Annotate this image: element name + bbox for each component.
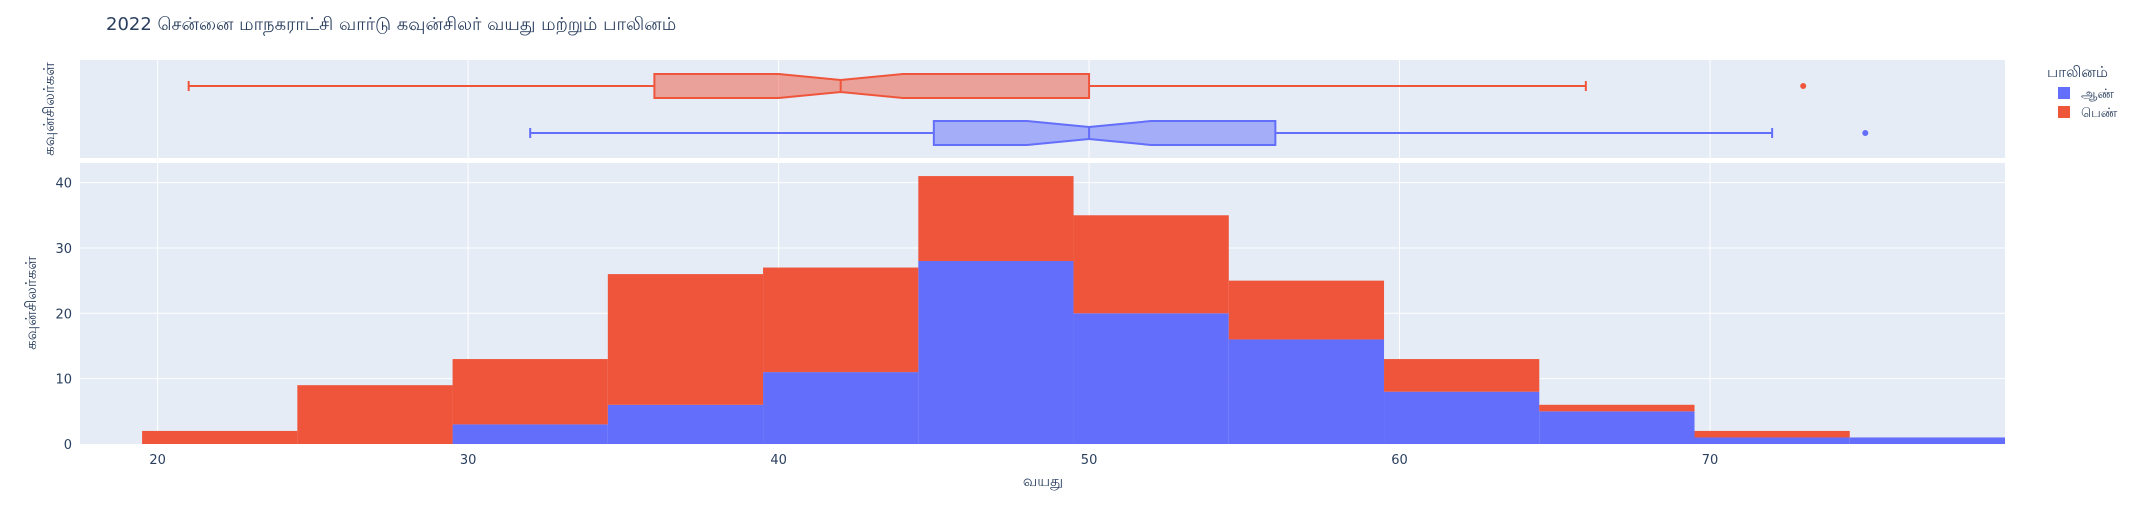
bar-male: [1073, 313, 1229, 444]
legend-item-female[interactable]: பெண்: [2058, 106, 2118, 121]
bar-female: [763, 267, 919, 373]
bar-male: [1384, 391, 1540, 444]
y-tick-label: 40: [55, 177, 72, 192]
legend-title: பாலினம்: [2047, 63, 2108, 81]
box-outlier: [1862, 130, 1869, 136]
bar-male: [607, 404, 764, 444]
bar-female: [452, 359, 608, 425]
chart-title: 2022 சென்னை மாநகராட்சி வார்டு கவுன்சிலர்…: [106, 14, 676, 36]
bar-female: [607, 274, 764, 405]
legend-label-male: ஆண்: [2081, 87, 2114, 102]
x-tick-label: 60: [1391, 453, 1408, 468]
legend: பாலினம் ஆண் பெண்: [2047, 63, 2118, 121]
histogram-panel: 0 10 20 30 40 20 30 40 50 60 70: [55, 163, 2005, 468]
bar-female: [918, 176, 1074, 262]
bar-female: [1073, 215, 1229, 314]
bar-male: [763, 372, 919, 444]
bar-male: [1228, 339, 1385, 444]
legend-label-female: பெண்: [2081, 106, 2118, 121]
y-tick-label: 0: [64, 438, 72, 453]
bar-male: [1849, 437, 2005, 444]
box-body: [653, 73, 1091, 99]
x-tick-label: 40: [770, 453, 787, 468]
legend-item-male[interactable]: ஆண்: [2058, 87, 2114, 102]
x-tick-label: 30: [460, 453, 477, 468]
bar-female: [1539, 404, 1695, 412]
bar-female: [1384, 359, 1540, 392]
bar-male: [452, 424, 608, 444]
y-axis-title: கவுன்சிலர்கள்: [22, 256, 40, 350]
bar-male: [1694, 437, 1850, 444]
y-tick-label: 10: [55, 373, 72, 388]
x-tick-label: 70: [1702, 453, 1719, 468]
bar-male: [918, 261, 1074, 444]
bar-female: [1694, 430, 1850, 438]
box-body: [932, 120, 1277, 146]
y-tick-label: 30: [55, 242, 72, 257]
bar-female: [297, 385, 453, 444]
box-outlier: [1800, 83, 1807, 89]
bar-male: [1539, 411, 1695, 444]
box-female: [187, 73, 1807, 99]
box-y-axis-title: கவுன்சிலர்கள்: [40, 62, 58, 156]
bar-female: [1228, 280, 1385, 340]
x-axis-title: வயது: [1023, 472, 1063, 490]
legend-swatch-female: [2058, 106, 2070, 118]
x-tick-label: 50: [1081, 453, 1098, 468]
box-plot-panel: [80, 60, 2005, 158]
bar-female: [142, 430, 298, 444]
box-male: [529, 120, 1869, 146]
x-tick-label: 20: [149, 453, 166, 468]
legend-swatch-male: [2058, 87, 2070, 99]
y-tick-label: 20: [55, 307, 72, 322]
